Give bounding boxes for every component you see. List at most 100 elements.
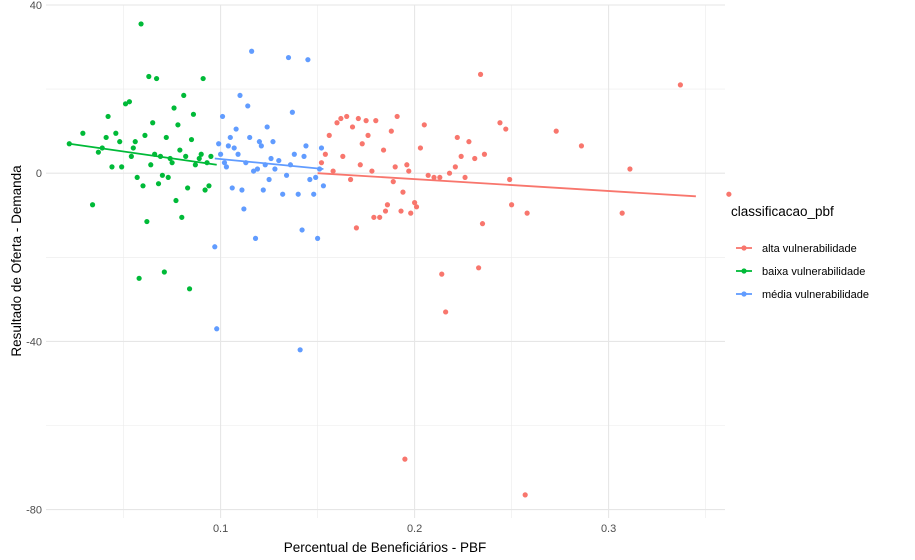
data-point [318, 145, 325, 151]
data-point [503, 126, 509, 132]
data-point [291, 151, 297, 157]
legend-title: classificacao_pbf [731, 204, 834, 219]
data-point [99, 145, 105, 151]
data-point [173, 197, 179, 204]
data-point [305, 57, 311, 63]
data-point [155, 181, 162, 187]
data-point [169, 160, 175, 166]
data-point [254, 166, 261, 172]
trend-line-2 [214, 157, 324, 170]
data-point [476, 265, 482, 271]
data-point [117, 139, 123, 145]
y-tick-label: 0 [36, 168, 42, 180]
data-point [183, 153, 189, 159]
data-point [326, 132, 332, 138]
data-point [431, 174, 437, 181]
trend-lines [69, 142, 696, 198]
data-point [400, 189, 406, 195]
data-point [268, 155, 274, 162]
y-tick-label: -40 [26, 336, 42, 348]
data-point [218, 151, 224, 157]
data-point [126, 99, 133, 105]
data-point [452, 164, 458, 170]
data-point [105, 113, 111, 120]
data-point [373, 118, 379, 124]
data-point [66, 141, 72, 147]
data-point [192, 162, 198, 168]
data-point [320, 183, 327, 189]
data-point [136, 275, 142, 281]
data-point [89, 202, 96, 208]
data-point [177, 147, 183, 153]
data-point [285, 54, 292, 61]
data-point [186, 286, 193, 292]
data-point [392, 164, 398, 170]
data-point [198, 151, 204, 157]
x-tick-label: 0.3 [601, 523, 616, 535]
y-axis-title: Resultado de Oferta - Demanda [9, 165, 24, 357]
data-point [408, 210, 414, 216]
data-point [384, 202, 391, 208]
data-point [353, 225, 359, 231]
data-point [122, 101, 129, 107]
data-point [103, 134, 109, 141]
data-point [249, 48, 255, 54]
data-point [190, 111, 197, 117]
data-point [109, 164, 115, 170]
trend-line-1 [69, 142, 217, 166]
data-point [388, 128, 394, 134]
data-point [313, 174, 319, 181]
data-point [243, 160, 249, 166]
legend-key-point [741, 291, 747, 297]
data-point [479, 221, 486, 227]
data-point [159, 172, 165, 178]
data-point [235, 151, 241, 157]
data-point [287, 162, 294, 168]
data-point [357, 162, 363, 168]
data-point [404, 162, 410, 168]
data-point [227, 134, 233, 141]
data-point [726, 191, 732, 197]
data-point [578, 143, 585, 149]
data-point [130, 145, 136, 151]
data-point [627, 166, 633, 172]
data-point [148, 162, 154, 168]
data-point [390, 179, 396, 185]
data-point [322, 151, 328, 157]
data-point [462, 174, 468, 181]
data-point [196, 155, 202, 162]
data-point [212, 244, 218, 250]
data-point [522, 492, 528, 498]
data-point [245, 103, 251, 109]
data-point [315, 235, 321, 241]
data-point [425, 172, 431, 178]
data-point [344, 113, 350, 120]
data-point [134, 174, 140, 181]
data-point [509, 202, 515, 208]
data-point [359, 141, 365, 147]
y-tick-label: -80 [26, 505, 42, 517]
trend-line-0 [317, 172, 696, 198]
data-point [382, 208, 389, 214]
data-point [221, 160, 228, 166]
legend-label: alta vulnerabilidade [762, 243, 857, 255]
series-2-points [212, 48, 327, 353]
data-point [262, 162, 268, 168]
data-point [349, 124, 356, 130]
data-point [80, 130, 86, 136]
x-axis-title: Percentual de Beneficiários - PBF [284, 540, 487, 555]
data-point [619, 210, 625, 216]
data-point [295, 191, 301, 197]
data-point [355, 115, 361, 122]
legend: classificacao_pbf alta vulnerabilidade ba… [731, 204, 869, 301]
data-point [179, 214, 185, 220]
data-point [146, 73, 152, 80]
data-point [140, 183, 146, 189]
data-point [365, 132, 371, 138]
data-point [250, 168, 257, 174]
data-point [202, 187, 208, 193]
data-point [507, 176, 513, 183]
data-point [142, 132, 148, 138]
